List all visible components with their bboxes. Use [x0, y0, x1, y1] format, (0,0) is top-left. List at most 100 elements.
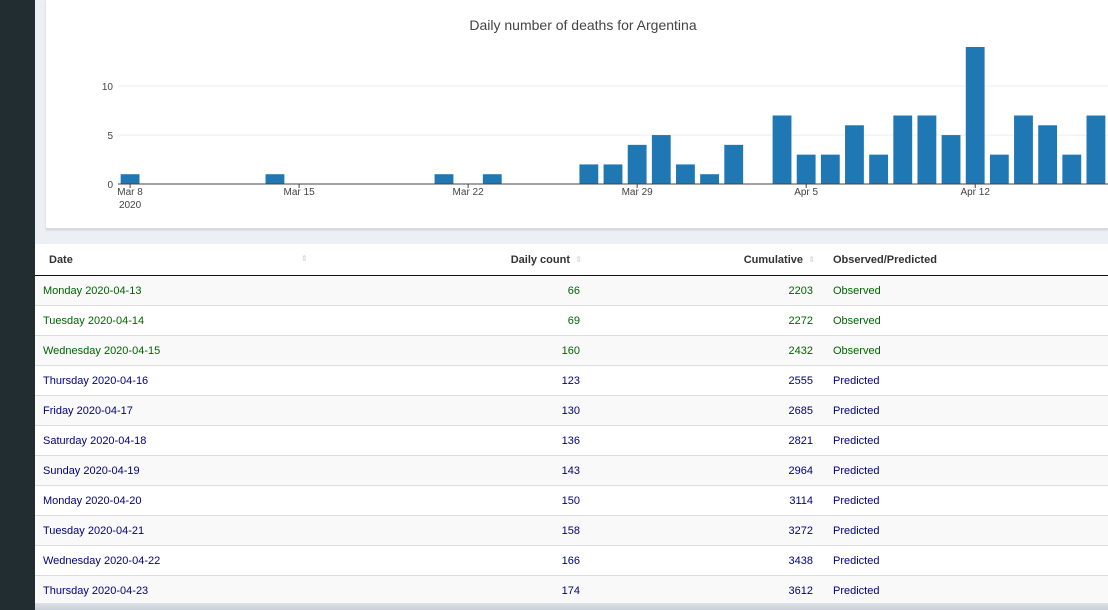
- bar[interactable]: [120, 174, 140, 184]
- bar[interactable]: [941, 135, 961, 184]
- cell-cumulative: 2821: [590, 425, 829, 456]
- table-row[interactable]: Friday 2020-04-17 130 2685 Predicted: [35, 395, 1108, 426]
- bar[interactable]: [820, 154, 840, 184]
- sort-icon[interactable]: ⇕: [301, 253, 308, 263]
- table-row[interactable]: Thursday 2020-04-23 174 3612 Predicted: [35, 575, 1108, 605]
- cell-status: Predicted: [829, 365, 1108, 396]
- bar[interactable]: [869, 154, 889, 184]
- cell-date: Thursday 2020-04-16: [35, 365, 357, 396]
- cell-status: Predicted: [829, 575, 1108, 605]
- bar[interactable]: [627, 144, 647, 184]
- cell-daily-count: 130: [357, 395, 590, 426]
- cell-cumulative: 2432: [590, 335, 829, 366]
- chart-panel: Daily number of deaths for Argentina 0 5 10…: [46, 0, 1108, 229]
- bar[interactable]: [434, 174, 454, 184]
- bar[interactable]: [1014, 115, 1033, 185]
- table-row[interactable]: Sunday 2020-04-19 143 2964 Predicted: [35, 455, 1108, 486]
- cell-date: Tuesday 2020-04-21: [35, 515, 357, 546]
- bar[interactable]: [579, 164, 599, 184]
- x-tick-label: Mar 29: [622, 187, 654, 198]
- cell-status: Predicted: [829, 515, 1108, 546]
- bar[interactable]: [700, 174, 720, 184]
- cell-date: Saturday 2020-04-18: [35, 425, 357, 456]
- cell-date: Thursday 2020-04-23: [35, 575, 357, 605]
- column-header-cumulative-label: Cumulative: [743, 253, 803, 266]
- y-tick-label: 5: [107, 131, 113, 142]
- column-header-daily-count[interactable]: Daily count ⇕: [357, 244, 590, 276]
- table-row[interactable]: Wednesday 2020-04-15 160 2432 Observed: [35, 335, 1108, 366]
- bar[interactable]: [845, 125, 864, 184]
- cell-status: Observed: [829, 275, 1108, 306]
- cell-daily-count: 158: [357, 515, 590, 546]
- x-tick-sublabel: 2020: [119, 200, 142, 211]
- sidebar: [0, 0, 35, 610]
- cell-status: Predicted: [829, 395, 1108, 426]
- column-header-date-label: Date: [49, 253, 73, 266]
- data-table-container: Date ⇕ Daily count ⇕ Cumulative ⇕ Observed…: [35, 244, 1108, 610]
- cell-date: Sunday 2020-04-19: [35, 455, 357, 486]
- cell-cumulative: 2272: [590, 305, 829, 336]
- x-tick-label: Mar 15: [284, 187, 316, 198]
- cell-daily-count: 160: [357, 335, 590, 366]
- y-tick-label: 0: [107, 180, 113, 191]
- x-tick-label: Mar 8: [117, 187, 143, 198]
- cell-status: Predicted: [829, 425, 1108, 456]
- chart-title: Daily number of deaths for Argentina: [469, 17, 696, 33]
- x-tick-label: Apr 12: [960, 187, 990, 198]
- table-row[interactable]: Tuesday 2020-04-21 158 3272 Predicted: [35, 515, 1108, 546]
- cell-cumulative: 2203: [590, 275, 829, 306]
- bar[interactable]: [482, 174, 502, 184]
- table-row[interactable]: Thursday 2020-04-16 123 2555 Predicted: [35, 365, 1108, 396]
- cell-date: Monday 2020-04-20: [35, 485, 357, 516]
- cell-status: Observed: [829, 335, 1108, 366]
- column-header-date[interactable]: Date ⇕: [35, 244, 357, 276]
- table-row[interactable]: Wednesday 2020-04-22 166 3438 Predicted: [35, 545, 1108, 576]
- bar[interactable]: [989, 154, 1009, 184]
- bar[interactable]: [265, 174, 285, 184]
- cell-date: Wednesday 2020-04-22: [35, 545, 357, 576]
- bar[interactable]: [1062, 154, 1082, 184]
- cell-daily-count: 69: [357, 305, 590, 336]
- cell-cumulative: 2555: [590, 365, 829, 396]
- deaths-bar-chart: Daily number of deaths for Argentina 0 5 10…: [102, 17, 1108, 211]
- cell-status: Predicted: [829, 455, 1108, 486]
- cell-cumulative: 3438: [590, 545, 829, 576]
- y-tick-label: 10: [102, 82, 114, 93]
- cell-daily-count: 174: [357, 575, 590, 605]
- cell-date: Wednesday 2020-04-15: [35, 335, 357, 366]
- table-row[interactable]: Monday 2020-04-13 66 2203 Observed: [35, 275, 1108, 306]
- cell-date: Monday 2020-04-13: [35, 275, 357, 306]
- table-header-row: Date ⇕ Daily count ⇕ Cumulative ⇕ Observed…: [35, 244, 1108, 276]
- bar[interactable]: [724, 144, 744, 184]
- cell-daily-count: 136: [357, 425, 590, 456]
- bar[interactable]: [917, 115, 937, 185]
- cell-cumulative: 3114: [590, 485, 829, 516]
- bar[interactable]: [1086, 115, 1106, 185]
- page-bottom-edge: [35, 603, 1108, 610]
- bar[interactable]: [651, 135, 671, 184]
- cell-daily-count: 150: [357, 485, 590, 516]
- table-row[interactable]: Saturday 2020-04-18 136 2821 Predicted: [35, 425, 1108, 456]
- bar[interactable]: [965, 47, 985, 184]
- bar[interactable]: [772, 115, 792, 185]
- bar[interactable]: [603, 164, 623, 184]
- deaths-table: Date ⇕ Daily count ⇕ Cumulative ⇕ Observed…: [35, 244, 1108, 605]
- cell-daily-count: 123: [357, 365, 590, 396]
- sort-icon[interactable]: ⇕: [575, 255, 582, 265]
- main-content: Daily number of deaths for Argentina 0 5 10…: [35, 0, 1108, 610]
- sort-icon[interactable]: ⇕: [808, 255, 815, 265]
- bar[interactable]: [893, 115, 913, 185]
- table-row[interactable]: Tuesday 2020-04-14 69 2272 Observed: [35, 305, 1108, 336]
- column-header-cumulative[interactable]: Cumulative ⇕: [590, 244, 829, 276]
- table-row[interactable]: Monday 2020-04-20 150 3114 Predicted: [35, 485, 1108, 516]
- cell-daily-count: 143: [357, 455, 590, 486]
- cell-status: Observed: [829, 305, 1108, 336]
- cell-date: Tuesday 2020-04-14: [35, 305, 357, 336]
- cell-status: Predicted: [829, 545, 1108, 576]
- bar[interactable]: [1038, 125, 1058, 184]
- cell-daily-count: 166: [357, 545, 590, 576]
- column-header-observed-predicted[interactable]: Observed/Predicted: [829, 244, 1108, 276]
- bar[interactable]: [796, 154, 816, 184]
- cell-cumulative: 2964: [590, 455, 829, 486]
- bar[interactable]: [676, 164, 695, 184]
